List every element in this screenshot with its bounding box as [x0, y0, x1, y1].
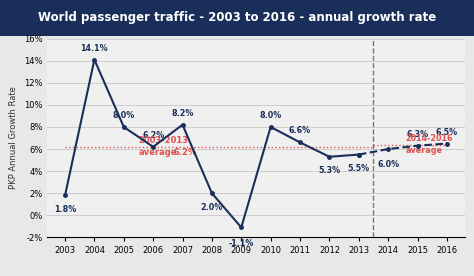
- Text: 6.3%: 6.3%: [407, 130, 428, 139]
- Text: 6.6%: 6.6%: [289, 126, 311, 136]
- Text: 2.0%: 2.0%: [201, 203, 223, 212]
- Text: World passenger traffic - 2003 to 2016 - annual growth rate: World passenger traffic - 2003 to 2016 -…: [38, 11, 436, 25]
- Text: 6.5%: 6.5%: [436, 128, 458, 137]
- Text: average: average: [406, 146, 443, 155]
- Text: 5.5%: 5.5%: [348, 164, 370, 173]
- Text: 8.0%: 8.0%: [113, 111, 135, 120]
- Text: 5.3%: 5.3%: [319, 166, 340, 176]
- Text: 2003-2013: 2003-2013: [138, 136, 189, 145]
- Y-axis label: PKP Annual Growth Rate: PKP Annual Growth Rate: [9, 87, 18, 189]
- Text: 6.2%: 6.2%: [142, 131, 164, 140]
- Text: 1.8%: 1.8%: [54, 205, 76, 214]
- Text: average: average: [138, 148, 177, 158]
- Text: 6.2%: 6.2%: [173, 148, 197, 158]
- Text: 6.0%: 6.0%: [377, 160, 399, 169]
- Text: 14.1%: 14.1%: [81, 44, 108, 53]
- Text: -1.1%: -1.1%: [228, 238, 254, 248]
- Text: 2014-2016: 2014-2016: [406, 134, 453, 143]
- Text: 8.2%: 8.2%: [171, 109, 194, 118]
- Text: 8.0%: 8.0%: [260, 111, 282, 120]
